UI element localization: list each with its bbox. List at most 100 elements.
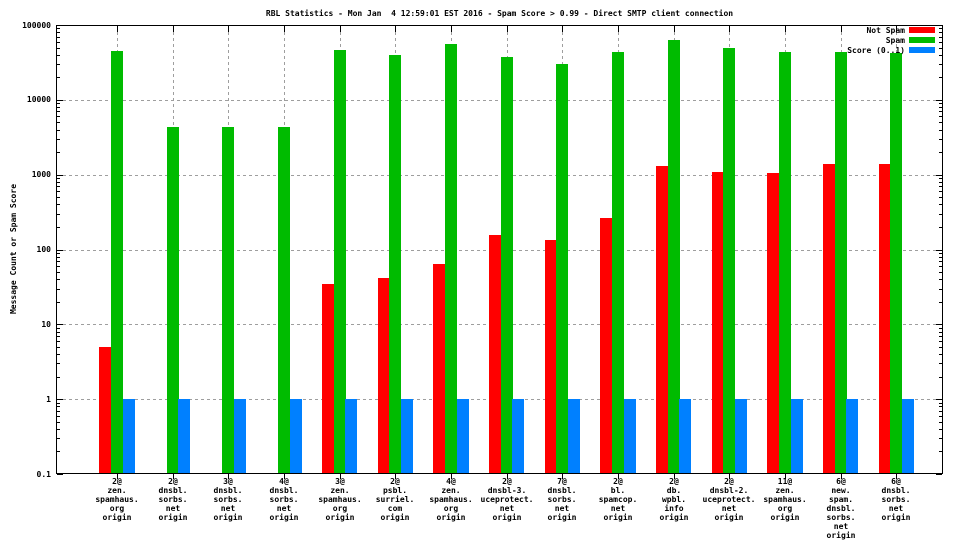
- x-tick-label: 2@ dnsbl-3. uceprotect. net origin: [480, 477, 534, 522]
- y-minor-tick: [939, 204, 942, 205]
- y-minor-tick: [57, 214, 60, 215]
- legend-swatch-not-spam: [909, 27, 935, 33]
- x-bottom-tick: [340, 474, 341, 479]
- y-minor-tick: [57, 48, 60, 49]
- bar-spam: [222, 127, 234, 474]
- y-minor-tick: [939, 266, 942, 267]
- bar-score-0-1: [401, 399, 413, 474]
- x-tick-label: 4@ zen. spamhaus. org origin: [429, 477, 473, 522]
- bar-not-spam: [99, 347, 111, 474]
- h-gridline: [57, 100, 942, 101]
- y-minor-tick: [57, 152, 60, 153]
- legend-label: Spam: [885, 35, 905, 45]
- x-top-tick: [562, 26, 563, 32]
- legend-row: Not Spam: [847, 25, 935, 35]
- y-minor-tick: [57, 122, 60, 123]
- y-major-tick: [936, 250, 942, 251]
- y-minor-tick: [57, 103, 60, 104]
- y-minor-tick: [939, 377, 942, 378]
- y-minor-tick: [939, 451, 942, 452]
- y-major-tick: [57, 100, 63, 101]
- y-minor-tick: [939, 336, 942, 337]
- bar-spam: [167, 127, 179, 474]
- y-minor-tick: [57, 116, 60, 117]
- x-top-tick: [451, 26, 452, 32]
- y-minor-tick: [939, 111, 942, 112]
- y-major-tick: [936, 324, 942, 325]
- y-minor-tick: [939, 191, 942, 192]
- y-minor-tick: [939, 272, 942, 273]
- bar-not-spam: [489, 235, 501, 474]
- y-minor-tick: [57, 182, 60, 183]
- y-minor-tick: [939, 403, 942, 404]
- bar-score-0-1: [902, 399, 914, 474]
- x-tick-label: 2@ bl. spamcop. net origin: [598, 477, 638, 522]
- legend-label: Score (0..1): [847, 45, 905, 55]
- y-minor-tick: [939, 139, 942, 140]
- bar-not-spam: [823, 164, 835, 474]
- y-minor-tick: [939, 130, 942, 131]
- bar-score-0-1: [735, 399, 747, 474]
- y-minor-tick: [57, 302, 60, 303]
- y-minor-tick: [939, 328, 942, 329]
- y-minor-tick: [939, 354, 942, 355]
- bar-spam: [890, 53, 902, 474]
- y-major-tick: [57, 324, 63, 325]
- bar-score-0-1: [568, 399, 580, 474]
- y-minor-tick: [939, 227, 942, 228]
- y-minor-tick: [939, 416, 942, 417]
- y-minor-tick: [57, 204, 60, 205]
- x-tick-label: 2@ db. wpbl. info origin: [659, 477, 689, 522]
- y-minor-tick: [939, 152, 942, 153]
- legend: Not Spam Spam Score (0..1): [847, 25, 935, 55]
- x-top-tick: [674, 26, 675, 32]
- y-minor-tick: [57, 37, 60, 38]
- y-minor-tick: [57, 406, 60, 407]
- bar-spam: [723, 48, 735, 474]
- y-minor-tick: [939, 302, 942, 303]
- y-minor-tick: [939, 107, 942, 108]
- y-minor-tick: [57, 341, 60, 342]
- y-minor-tick: [57, 64, 60, 65]
- y-minor-tick: [57, 107, 60, 108]
- y-minor-tick: [57, 178, 60, 179]
- y-minor-tick: [939, 214, 942, 215]
- x-bottom-tick: [228, 474, 229, 479]
- y-minor-tick: [57, 186, 60, 187]
- y-minor-tick: [939, 37, 942, 38]
- y-minor-tick: [939, 406, 942, 407]
- bar-score-0-1: [290, 399, 302, 474]
- y-major-tick: [57, 175, 63, 176]
- y-minor-tick: [939, 429, 942, 430]
- y-major-tick: [936, 399, 942, 400]
- bar-not-spam: [879, 164, 891, 474]
- bar-not-spam: [712, 172, 724, 474]
- bar-spam: [111, 51, 123, 474]
- x-bottom-tick: [173, 474, 174, 479]
- y-minor-tick: [57, 32, 60, 33]
- x-tick-label: 6@ dnsbl. sorbs. net origin: [881, 477, 911, 522]
- x-bottom-tick: [395, 474, 396, 479]
- x-tick-label: 6@ new. spam. dnsbl. sorbs. net origin: [826, 477, 856, 540]
- x-top-tick: [729, 26, 730, 32]
- y-minor-tick: [939, 438, 942, 439]
- bar-score-0-1: [123, 399, 135, 474]
- bar-spam: [668, 40, 680, 474]
- y-minor-tick: [939, 55, 942, 56]
- y-minor-tick: [939, 197, 942, 198]
- y-minor-tick: [939, 42, 942, 43]
- y-tick-label: 100000: [22, 21, 51, 30]
- y-minor-tick: [57, 227, 60, 228]
- y-minor-tick: [57, 403, 60, 404]
- y-minor-tick: [57, 411, 60, 412]
- x-bottom-tick: [785, 474, 786, 479]
- bar-score-0-1: [234, 399, 246, 474]
- y-minor-tick: [57, 429, 60, 430]
- y-minor-tick: [57, 28, 60, 29]
- bar-not-spam: [600, 218, 612, 474]
- y-minor-tick: [939, 182, 942, 183]
- x-tick-label: 2@ dnsbl-2. uceprotect. net origin: [702, 477, 756, 522]
- y-tick-label: 1000: [31, 170, 51, 179]
- bar-spam: [389, 55, 401, 474]
- y-minor-tick: [57, 42, 60, 43]
